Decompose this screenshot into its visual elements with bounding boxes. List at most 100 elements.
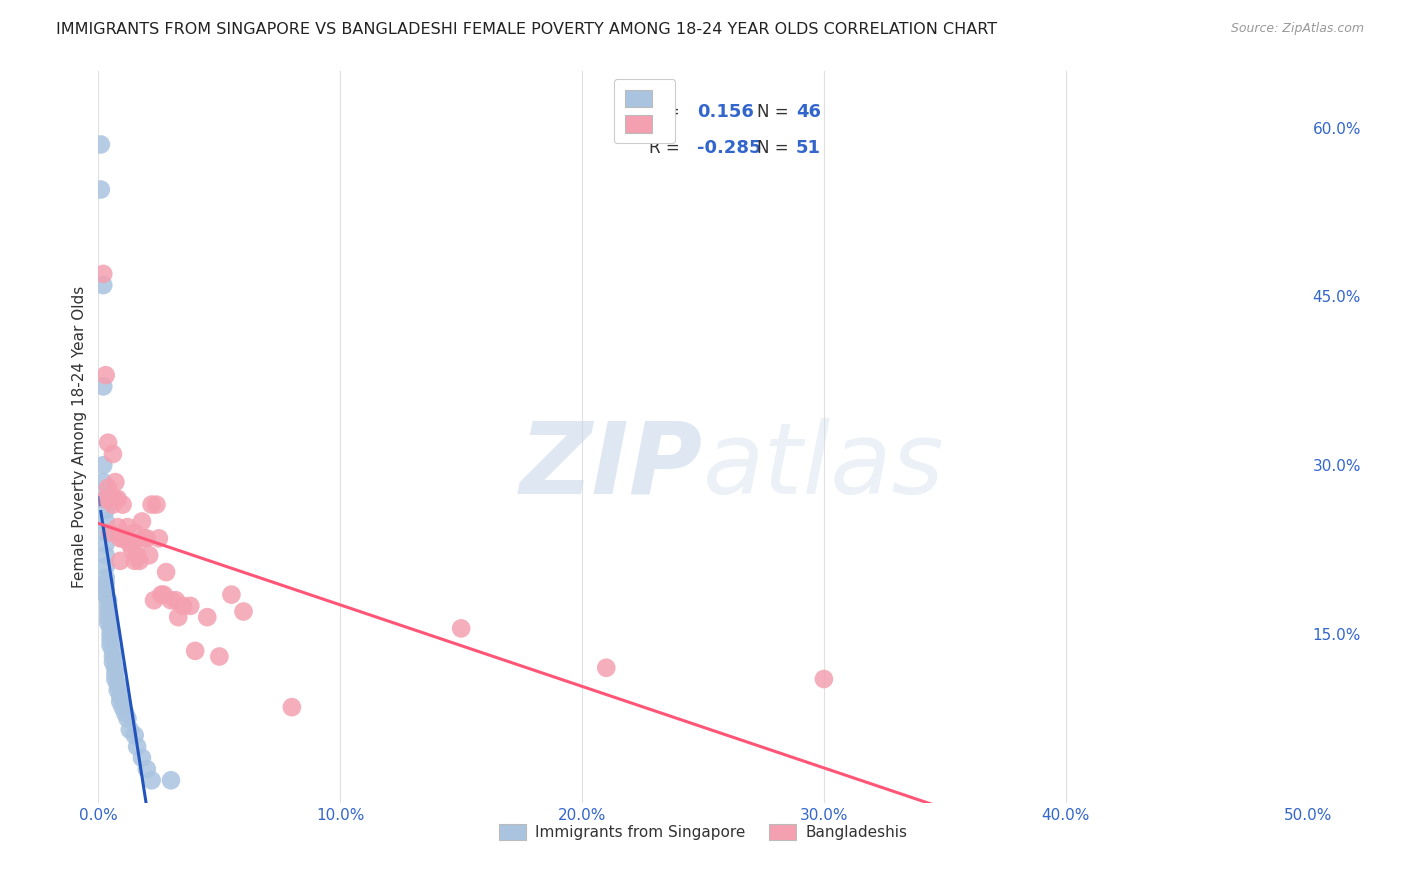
Point — [100, 621, 122, 635]
Point — [94, 491, 117, 506]
Point — [91, 267, 114, 281]
Point — [94, 537, 117, 551]
Point — [114, 706, 136, 720]
Point — [167, 610, 190, 624]
Point — [97, 593, 120, 607]
Point — [148, 532, 170, 546]
Point — [179, 599, 201, 613]
Point — [91, 379, 114, 393]
Point — [91, 278, 114, 293]
Legend: Immigrants from Singapore, Bangladeshis: Immigrants from Singapore, Bangladeshis — [492, 818, 914, 847]
Text: N =: N = — [758, 139, 794, 157]
Text: N =: N = — [758, 103, 794, 120]
Point — [94, 576, 117, 591]
Text: -0.285: -0.285 — [697, 139, 762, 157]
Text: 46: 46 — [796, 103, 821, 120]
Point — [100, 525, 122, 540]
Point — [101, 498, 124, 512]
Point — [111, 498, 134, 512]
Text: atlas: atlas — [703, 417, 945, 515]
Text: ZIP: ZIP — [520, 417, 703, 515]
Point — [131, 515, 153, 529]
Point — [101, 447, 124, 461]
Point — [97, 435, 120, 450]
Point — [100, 627, 122, 641]
Point — [101, 644, 124, 658]
Point — [94, 548, 117, 562]
Point — [111, 532, 134, 546]
Text: Source: ZipAtlas.com: Source: ZipAtlas.com — [1230, 22, 1364, 36]
Point — [124, 728, 146, 742]
Point — [114, 532, 136, 546]
Point — [91, 475, 114, 489]
Y-axis label: Female Poverty Among 18-24 Year Olds: Female Poverty Among 18-24 Year Olds — [72, 286, 87, 588]
Point — [232, 605, 254, 619]
Point — [118, 537, 141, 551]
Point — [101, 649, 124, 664]
Point — [94, 582, 117, 596]
Point — [813, 672, 835, 686]
Point — [90, 182, 112, 196]
Point — [108, 532, 131, 546]
Point — [150, 588, 173, 602]
Point — [91, 458, 114, 473]
Point — [108, 694, 131, 708]
Point — [172, 599, 194, 613]
Point — [108, 689, 131, 703]
Point — [138, 548, 160, 562]
Point — [108, 554, 131, 568]
Point — [104, 475, 127, 489]
Point — [94, 515, 117, 529]
Point — [97, 615, 120, 630]
Point — [107, 520, 129, 534]
Point — [100, 638, 122, 652]
Text: R =: R = — [648, 103, 685, 120]
Point — [145, 498, 167, 512]
Text: 51: 51 — [796, 139, 821, 157]
Point — [94, 525, 117, 540]
Point — [107, 678, 129, 692]
Point — [117, 532, 139, 546]
Point — [121, 542, 143, 557]
Point — [100, 632, 122, 647]
Point — [127, 739, 149, 754]
Point — [97, 610, 120, 624]
Point — [94, 503, 117, 517]
Text: 0.156: 0.156 — [697, 103, 754, 120]
Point — [94, 559, 117, 574]
Point — [124, 554, 146, 568]
Point — [281, 700, 304, 714]
Point — [131, 751, 153, 765]
Point — [104, 666, 127, 681]
Point — [91, 491, 114, 506]
Point — [117, 711, 139, 725]
Point — [90, 137, 112, 152]
Point — [135, 532, 157, 546]
Text: R =: R = — [648, 139, 685, 157]
Point — [94, 588, 117, 602]
Point — [127, 548, 149, 562]
Point — [195, 610, 218, 624]
Point — [97, 599, 120, 613]
Point — [94, 368, 117, 383]
Point — [94, 571, 117, 585]
Point — [160, 773, 183, 788]
Point — [128, 554, 150, 568]
Point — [97, 481, 120, 495]
Point — [143, 593, 166, 607]
Point — [97, 605, 120, 619]
Point — [165, 593, 187, 607]
Point — [104, 672, 127, 686]
Point — [107, 683, 129, 698]
Point — [135, 762, 157, 776]
Point — [450, 621, 472, 635]
Point — [155, 565, 177, 579]
Point — [208, 649, 231, 664]
Point — [184, 644, 207, 658]
Point — [118, 723, 141, 737]
Point — [111, 700, 134, 714]
Point — [104, 491, 127, 506]
Point — [160, 593, 183, 607]
Point — [107, 491, 129, 506]
Point — [101, 655, 124, 669]
